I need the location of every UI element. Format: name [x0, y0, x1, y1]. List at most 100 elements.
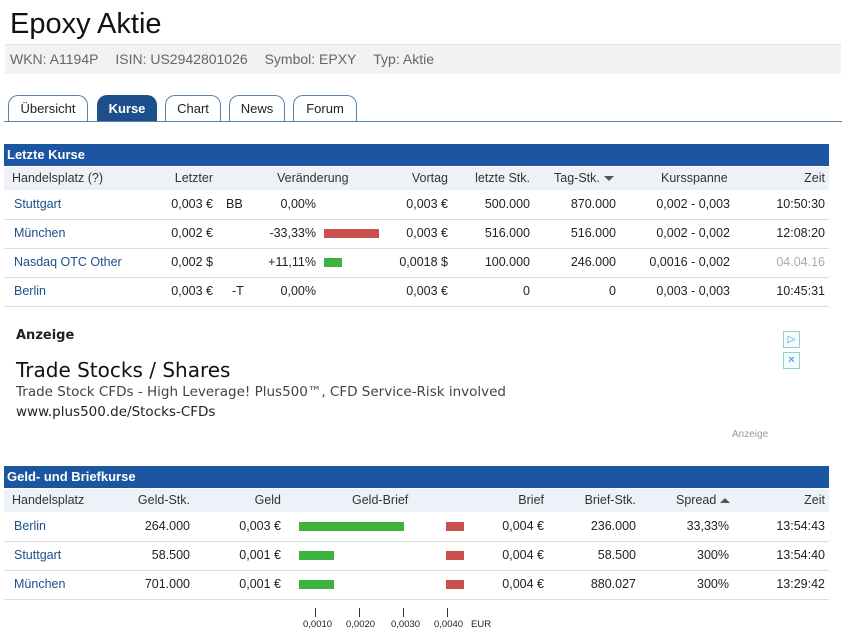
- table-row: Stuttgart 0,003 € BB 0,00% 0,003 € 500.0…: [4, 190, 829, 220]
- table-row: Berlin 264.000 0,003 € 0,004 € 236.000 3…: [4, 512, 829, 542]
- tag-stk-value: 870.000: [570, 197, 616, 211]
- zeit-value: 10:45:31: [776, 284, 825, 298]
- tag-stk-value: 516.000: [570, 226, 616, 240]
- stock-meta-bar: WKN: A1194P ISIN: US2942801026 Symbol: E…: [5, 44, 841, 74]
- col-veraenderung[interactable]: Veränderung: [277, 171, 349, 185]
- tab-news[interactable]: News: [229, 95, 285, 121]
- col-geld-stk[interactable]: Geld-Stk.: [137, 493, 190, 507]
- col-geld[interactable]: Geld: [254, 493, 281, 507]
- brief-stk-value: 58.500: [597, 548, 636, 562]
- brief-stk-value: 236.000: [590, 519, 636, 533]
- symbol-label: Symbol: EPXY: [264, 51, 357, 67]
- geld-value: 0,001 €: [239, 548, 281, 562]
- handelsplatz-link[interactable]: Nasdaq OTC Other: [14, 255, 122, 269]
- table-row: München 701.000 0,001 € 0,004 € 880.027 …: [4, 570, 829, 600]
- col-geld-brief[interactable]: Geld-Brief: [352, 493, 409, 507]
- letzter-value: 0,002 €: [171, 226, 213, 240]
- flag-value: BB: [226, 197, 243, 211]
- ad-small-label: Anzeige: [732, 429, 769, 440]
- change-value: 0,00%: [280, 197, 316, 211]
- spread-value: 300%: [697, 548, 729, 562]
- brief-value: 0,004 €: [502, 548, 544, 562]
- letzter-value: 0,003 €: [171, 197, 213, 211]
- geld-brief-header: Handelsplatz Geld-Stk. Geld Geld-Brief B…: [4, 489, 829, 512]
- sort-desc-icon: [603, 176, 614, 182]
- axis-unit: EUR: [471, 619, 492, 630]
- col-spread[interactable]: Spread: [676, 489, 731, 512]
- letzte-stk-value: 100.000: [484, 255, 530, 269]
- ad-block[interactable]: Anzeige ▷✕ Trade Stocks / Shares Trade S…: [4, 318, 829, 458]
- brief-bar: [446, 522, 464, 531]
- kursspanne-value: 0,002 - 0,003: [656, 197, 730, 211]
- axis-tick: [403, 608, 404, 617]
- axis-tick-label: 0,0030: [391, 619, 421, 630]
- geld-value: 0,001 €: [239, 577, 281, 591]
- table-row: München 0,002 € -33,33% 0,003 € 516.000 …: [4, 219, 829, 249]
- adchoices-icon[interactable]: ▷: [783, 331, 800, 348]
- spread-value: 33,33%: [686, 519, 729, 533]
- letzter-value: 0,002 $: [171, 255, 213, 269]
- table-row: Berlin 0,003 € -T 0,00% 0,003 € 0 0 0,00…: [4, 277, 829, 307]
- tab-uebersicht[interactable]: Übersicht: [8, 95, 88, 121]
- axis-tick: [447, 608, 448, 617]
- sort-asc-icon: [720, 498, 731, 504]
- ad-icons: ▷✕: [783, 327, 817, 369]
- tab-kurse[interactable]: Kurse: [97, 95, 157, 121]
- col-vortag[interactable]: Vortag: [411, 171, 448, 185]
- zeit-value: 13:54:43: [776, 519, 825, 533]
- table-row: Nasdaq OTC Other 0,002 $ +11,11% 0,0018 …: [4, 248, 829, 278]
- brief-stk-value: 880.027: [590, 577, 636, 591]
- handelsplatz-link[interactable]: Stuttgart: [14, 548, 62, 562]
- ad-url[interactable]: www.plus500.de/Stocks-CFDs: [16, 404, 216, 420]
- kursspanne-value: 0,0016 - 0,002: [649, 255, 730, 269]
- change-bar: [324, 258, 342, 267]
- tab-forum[interactable]: Forum: [293, 95, 357, 121]
- geld-bar: [299, 580, 334, 589]
- handelsplatz-link[interactable]: Stuttgart: [14, 197, 62, 211]
- change-bar: [324, 229, 379, 238]
- type-label: Typ: Aktie: [373, 51, 434, 67]
- col-tag-stk-label: Tag-Stk.: [554, 171, 600, 185]
- flag-value: -T: [232, 284, 244, 298]
- letzter-value: 0,003 €: [171, 284, 213, 298]
- zeit-value: 12:08:20: [776, 226, 825, 240]
- tab-chart[interactable]: Chart: [165, 95, 221, 121]
- col-zeit[interactable]: Zeit: [804, 493, 825, 507]
- col-tag-stk[interactable]: Tag-Stk.: [554, 167, 614, 190]
- geld-bar: [299, 522, 404, 531]
- vortag-value: 0,003 €: [406, 197, 448, 211]
- change-value: +11,11%: [268, 255, 316, 269]
- letzte-stk-value: 516.000: [484, 226, 530, 240]
- geld-stk-value: 264.000: [144, 519, 190, 533]
- handelsplatz-link[interactable]: Berlin: [14, 519, 46, 533]
- col-letzter[interactable]: Letzter: [174, 171, 213, 185]
- handelsplatz-link[interactable]: München: [14, 577, 66, 591]
- zeit-value: 13:29:42: [776, 577, 825, 591]
- handelsplatz-link[interactable]: München: [14, 226, 66, 240]
- change-value: 0,00%: [280, 284, 316, 298]
- ad-text: Trade Stock CFDs - High Leverage! Plus50…: [16, 384, 507, 400]
- isin-label: ISIN: US2942801026: [115, 51, 248, 67]
- geld-value: 0,003 €: [239, 519, 281, 533]
- col-kursspanne[interactable]: Kursspanne: [661, 171, 728, 185]
- handelsplatz-link[interactable]: Berlin: [14, 284, 46, 298]
- zeit-value: 04.04.16: [776, 255, 825, 269]
- page-title: Epoxy Aktie: [10, 8, 162, 40]
- vortag-value: 0,003 €: [406, 284, 448, 298]
- geld-stk-value: 701.000: [144, 577, 190, 591]
- col-brief[interactable]: Brief: [518, 493, 544, 507]
- col-brief-stk[interactable]: Brief-Stk.: [584, 493, 636, 507]
- table-row: Stuttgart 58.500 0,001 € 0,004 € 58.500 …: [4, 541, 829, 571]
- col-handelsplatz[interactable]: Handelsplatz: [12, 493, 85, 507]
- col-handelsplatz[interactable]: Handelsplatz (?): [12, 171, 104, 185]
- axis-tick-label: 0,0020: [346, 619, 376, 630]
- kursspanne-value: 0,003 - 0,003: [656, 284, 730, 298]
- geld-bar: [299, 551, 334, 560]
- axis-tick-label: 0,0010: [303, 619, 333, 630]
- spread-value: 300%: [697, 577, 729, 591]
- col-letzte-stk[interactable]: letzte Stk.: [475, 171, 530, 185]
- axis-tick: [315, 608, 316, 617]
- col-zeit[interactable]: Zeit: [804, 171, 825, 185]
- close-icon[interactable]: ✕: [783, 352, 800, 369]
- ad-headline[interactable]: Trade Stocks / Shares: [16, 358, 231, 382]
